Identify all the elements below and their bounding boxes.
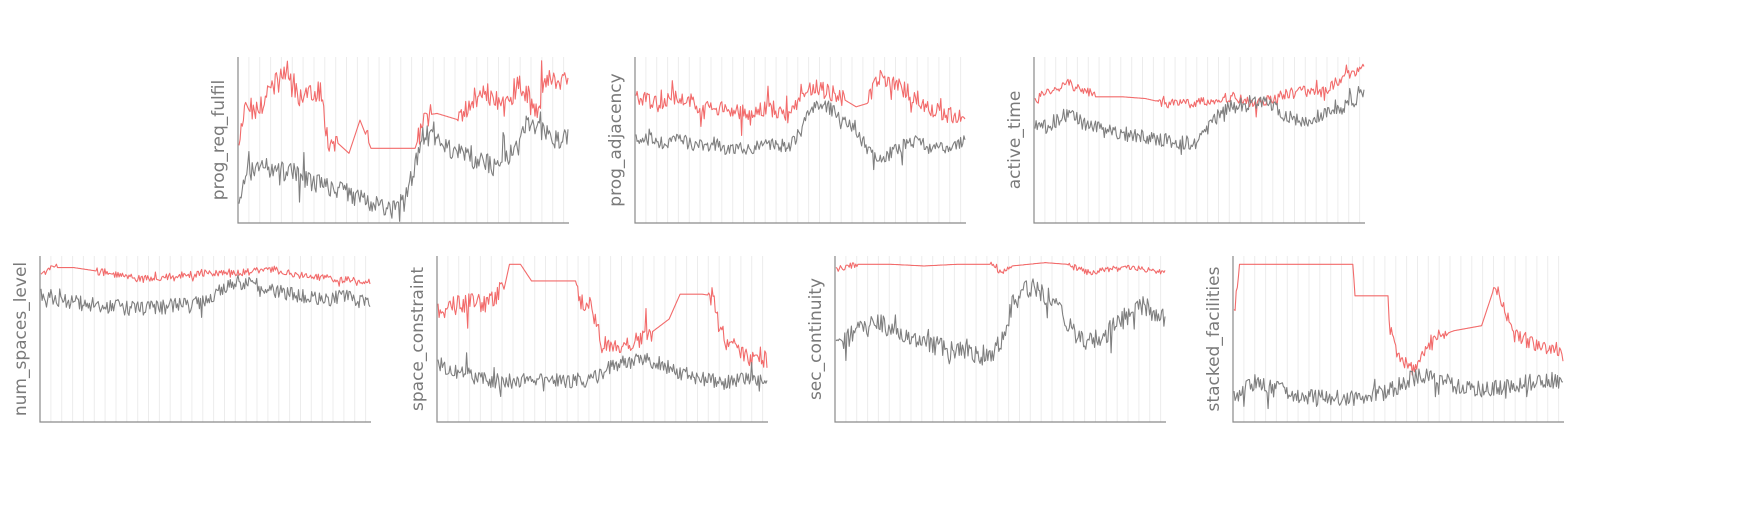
y-axis-label: prog_req_fulfil: [209, 80, 229, 200]
axes: [1033, 57, 1365, 224]
y-axis-label: space_constraint: [408, 267, 428, 411]
panel-active-time: active_time: [1005, 57, 1365, 224]
series-lower-line: [635, 100, 966, 171]
series-upper-line: [635, 69, 966, 137]
series-lower-line: [1034, 85, 1365, 156]
series-lower-line: [437, 352, 768, 398]
series-upper-line: [437, 263, 768, 368]
panel-sec-continuity: sec_continuity: [806, 256, 1166, 423]
grid-lines: [1044, 57, 1361, 223]
panel-stacked-facilities: stacked_facilities: [1204, 256, 1564, 423]
axes: [436, 256, 768, 423]
grid-lines: [645, 57, 962, 223]
grid-lines: [248, 57, 565, 223]
y-axis-label: active_time: [1005, 91, 1025, 190]
series-upper-line: [1034, 63, 1365, 118]
series-lower-line: [40, 274, 371, 318]
y-axis-label: num_spaces_level: [11, 262, 31, 416]
y-axis-label: sec_continuity: [806, 278, 826, 400]
series-lower-line: [238, 111, 569, 222]
axes: [237, 57, 569, 224]
panel-prog-req-fulfil: prog_req_fulfil: [209, 57, 569, 224]
grid-lines: [447, 256, 764, 422]
panel-num-spaces-level: num_spaces_level: [11, 256, 371, 423]
series-upper-line: [1233, 263, 1564, 376]
panel-prog-adjacency: prog_adjacency: [606, 57, 966, 224]
y-axis-label: stacked_facilities: [1204, 266, 1224, 411]
series-upper-line: [238, 60, 569, 154]
grid-lines: [50, 256, 367, 422]
series-upper-line: [40, 263, 371, 287]
grid-lines: [1243, 256, 1560, 422]
series-upper-line: [835, 261, 1166, 276]
axes: [834, 256, 1166, 423]
panel-space-constraint: space_constraint: [408, 256, 768, 423]
axes: [634, 57, 966, 224]
series-lower-line: [1233, 368, 1564, 410]
axes: [1232, 256, 1564, 423]
axes: [39, 256, 371, 423]
series-lower-line: [835, 278, 1166, 366]
y-axis-label: prog_adjacency: [606, 73, 626, 206]
